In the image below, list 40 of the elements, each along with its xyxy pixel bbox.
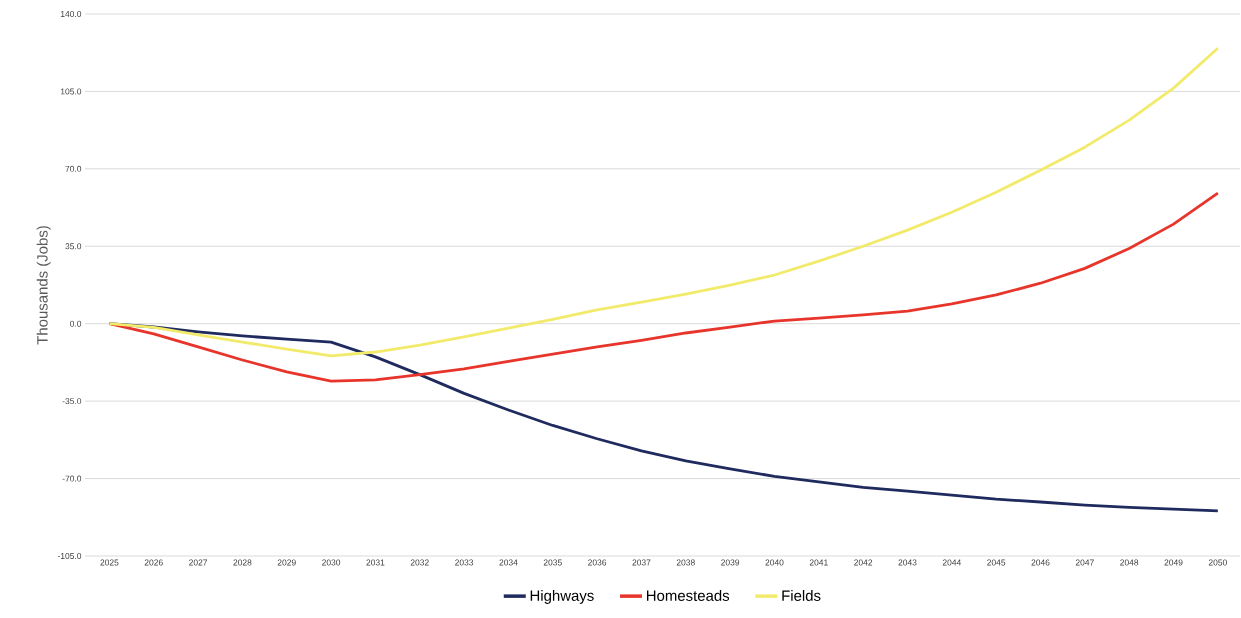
x-tick-label: 2043 bbox=[898, 559, 917, 566]
line-series bbox=[108, 46, 1220, 358]
x-tick-label: 2045 bbox=[987, 559, 1006, 566]
y-tick-label: 70.0 bbox=[65, 165, 82, 172]
x-tick-label: 2026 bbox=[144, 559, 163, 566]
x-tick-label: 2025 bbox=[100, 559, 119, 566]
y-tick-label: -70.0 bbox=[62, 475, 82, 482]
y-tick-label: 140.0 bbox=[60, 10, 82, 17]
x-tick-label: 2029 bbox=[277, 559, 296, 566]
legend-label: Highways bbox=[530, 589, 594, 604]
x-tick-label: 2030 bbox=[322, 559, 341, 566]
x-tick-label: 2038 bbox=[676, 559, 695, 566]
x-tick-label: 2037 bbox=[632, 559, 651, 566]
y-tick-label: 35.0 bbox=[65, 243, 82, 250]
x-tick-label: 2047 bbox=[1075, 559, 1094, 566]
x-tick-label: 2042 bbox=[854, 559, 873, 566]
x-tick-label: 2036 bbox=[588, 559, 607, 566]
x-tick-label: 2040 bbox=[765, 559, 784, 566]
y-tick-label: -105.0 bbox=[57, 552, 82, 559]
x-tick-label: 2044 bbox=[942, 559, 961, 566]
x-tick-label: 2041 bbox=[809, 559, 828, 566]
legend-label: Fields bbox=[782, 589, 821, 601]
x-tick-label: 2048 bbox=[1120, 559, 1139, 566]
y-axis-title: Thousands (Jobs) bbox=[36, 226, 51, 345]
x-tick-label: 2050 bbox=[1208, 559, 1227, 566]
x-tick-label: 2046 bbox=[1031, 559, 1050, 566]
legend-label: Homesteads bbox=[646, 589, 730, 601]
x-tick-label: 2032 bbox=[410, 559, 429, 566]
y-tick-label: -35.0 bbox=[62, 398, 82, 405]
x-tick-label: 2035 bbox=[543, 559, 562, 566]
x-tick-label: 2031 bbox=[366, 559, 385, 566]
y-tick-label: 105.0 bbox=[60, 88, 82, 95]
y-tick-label: 0.0 bbox=[70, 320, 82, 327]
x-tick-label: 2033 bbox=[455, 559, 474, 566]
x-tick-label: 2039 bbox=[721, 559, 740, 566]
x-tick-label: 2028 bbox=[233, 559, 252, 566]
x-tick-label: 2049 bbox=[1164, 559, 1183, 566]
x-tick-label: 2027 bbox=[189, 559, 208, 566]
line-series bbox=[108, 191, 1220, 383]
x-tick-label: 2034 bbox=[499, 559, 518, 566]
